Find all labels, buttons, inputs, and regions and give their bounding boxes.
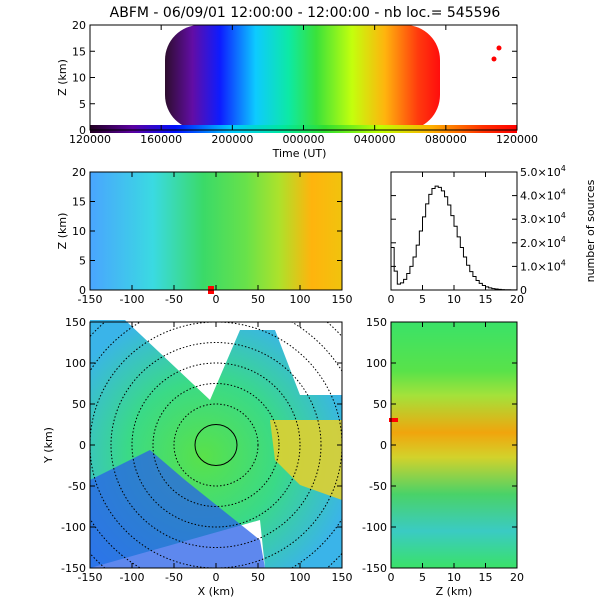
range-ring <box>131 362 301 528</box>
x-z-x-tick-label: -100 <box>120 293 145 306</box>
z-y-x-tick-label: 20 <box>510 571 524 584</box>
plan-view-x-tick-label: -150 <box>78 571 103 584</box>
x-z-y-tick-label: 15 <box>72 196 86 209</box>
z-y-y-tick-label: -100 <box>362 521 387 534</box>
z-y-x-tick-label: 10 <box>447 571 461 584</box>
x-z-y-tick-label: 20 <box>72 166 86 179</box>
z-y-y-tick-label: -50 <box>369 480 387 493</box>
x-z-x-tick-label: -150 <box>78 293 103 306</box>
histogram-y-tick-label: 4.0×104 <box>520 188 566 203</box>
plan-view-xlabel: X (km) <box>198 585 235 598</box>
plan-view-y-tick-label: -50 <box>68 480 86 493</box>
z-y-y-tick-label: 0 <box>380 439 387 452</box>
plan-view-x-tick-label: 0 <box>213 571 220 584</box>
z-y-red-point <box>389 418 398 422</box>
plan-view-y-tick-label: -100 <box>61 521 86 534</box>
range-ring <box>173 403 259 487</box>
time-height-y-tick-label: 15 <box>72 45 86 58</box>
z-y-x-tick-label: 0 <box>388 571 395 584</box>
x-z-x-tick-label: 0 <box>213 293 220 306</box>
time-height-x-tick-label: 120000 <box>69 133 111 146</box>
plan-view-y-tick-label: 150 <box>65 316 86 329</box>
x-z-panel <box>90 172 342 294</box>
range-rings <box>90 322 342 568</box>
histogram-x-tick-label: 5 <box>419 293 426 306</box>
z-y-x-tick-label: 15 <box>479 571 493 584</box>
time-height-xlabel: Time (UT) <box>272 147 327 160</box>
range-ring <box>194 424 238 466</box>
time-height-panel <box>90 25 517 133</box>
x-z-x-tick-label: 150 <box>332 293 353 306</box>
z-y-y-tick-label: -150 <box>362 562 387 575</box>
histogram-y-tick-label: 2.0×104 <box>520 235 566 250</box>
time-height-cloud <box>165 25 440 130</box>
time-height-ylabel: Z (km) <box>56 59 69 96</box>
histogram-series-line <box>390 185 517 291</box>
z-y-panel <box>389 322 517 568</box>
figure-title: ABFM - 06/09/01 12:00:00 - 12:00:00 - nb… <box>110 5 501 21</box>
histogram-x-tick-label: 15 <box>479 293 493 306</box>
plan-view-panel <box>90 320 342 568</box>
histogram-y-tick-label: 1.0×104 <box>520 258 566 273</box>
histogram-x-tick-label: 10 <box>447 293 461 306</box>
time-height-x-tick-label: 000000 <box>283 133 325 146</box>
x-z-x-tick-label: 50 <box>251 293 265 306</box>
histogram-x-tick-label: 0 <box>388 293 395 306</box>
x-z-cloud <box>90 172 342 290</box>
plan-view-x-tick-label: -100 <box>120 571 145 584</box>
plan-view-y-tick-label: 50 <box>72 398 86 411</box>
plan-view-ylabel: Y (km) <box>42 427 55 464</box>
time-height-x-tick-label: 120000 <box>496 133 538 146</box>
histogram-y-tick-label: 5.0×104 <box>520 164 566 179</box>
plan-view-y-tick-label: 100 <box>65 357 86 370</box>
time-height-red-point <box>491 56 497 62</box>
z-y-xlabel: Z (km) <box>436 585 473 598</box>
range-ring <box>152 383 280 507</box>
time-height-x-tick-label: 040000 <box>354 133 396 146</box>
x-z-x-tick-label: 100 <box>290 293 311 306</box>
plan-view-x-tick-label: 150 <box>332 571 353 584</box>
plan-view-orange-region <box>270 420 342 500</box>
histogram-y-tick-label: 3.0×104 <box>520 211 566 226</box>
plan-view-x-tick-label: -50 <box>165 571 183 584</box>
time-height-x-tick-label: 160000 <box>140 133 182 146</box>
x-z-ylabel: Z (km) <box>56 213 69 250</box>
plan-view-x-tick-label: 50 <box>251 571 265 584</box>
time-height-x-tick-label: 080000 <box>425 133 467 146</box>
time-height-y-tick-label: 0 <box>79 124 86 137</box>
range-ring <box>110 342 322 548</box>
plan-view-y-tick-label: 0 <box>79 439 86 452</box>
plan-view-x-tick-label: 100 <box>290 571 311 584</box>
histogram-y-tick-label: 0 <box>520 284 527 297</box>
x-z-y-tick-label: 0 <box>79 284 86 297</box>
histogram-x-tick-label: 20 <box>510 293 524 306</box>
x-z-y-tick-label: 10 <box>72 225 86 238</box>
z-y-x-tick-label: 5 <box>419 571 426 584</box>
z-y-cloud <box>391 322 517 568</box>
z-y-y-tick-label: 100 <box>366 357 387 370</box>
x-z-y-tick-label: 5 <box>79 255 86 268</box>
plan-view-y-tick-label: -150 <box>61 562 86 575</box>
histogram-ylabel: number of sources <box>584 179 597 282</box>
time-height-red-point <box>496 45 502 51</box>
time-height-y-tick-label: 10 <box>72 72 86 85</box>
z-y-y-tick-label: 50 <box>373 398 387 411</box>
time-height-x-tick-label: 200000 <box>211 133 253 146</box>
z-y-y-tick-label: 150 <box>366 316 387 329</box>
x-z-x-tick-label: -50 <box>165 293 183 306</box>
axes-overlay: 120000 160000 200000 000000 040000 080000 1200… <box>42 19 597 598</box>
time-height-y-tick-label: 20 <box>72 19 86 32</box>
time-height-y-tick-label: 5 <box>79 98 86 111</box>
